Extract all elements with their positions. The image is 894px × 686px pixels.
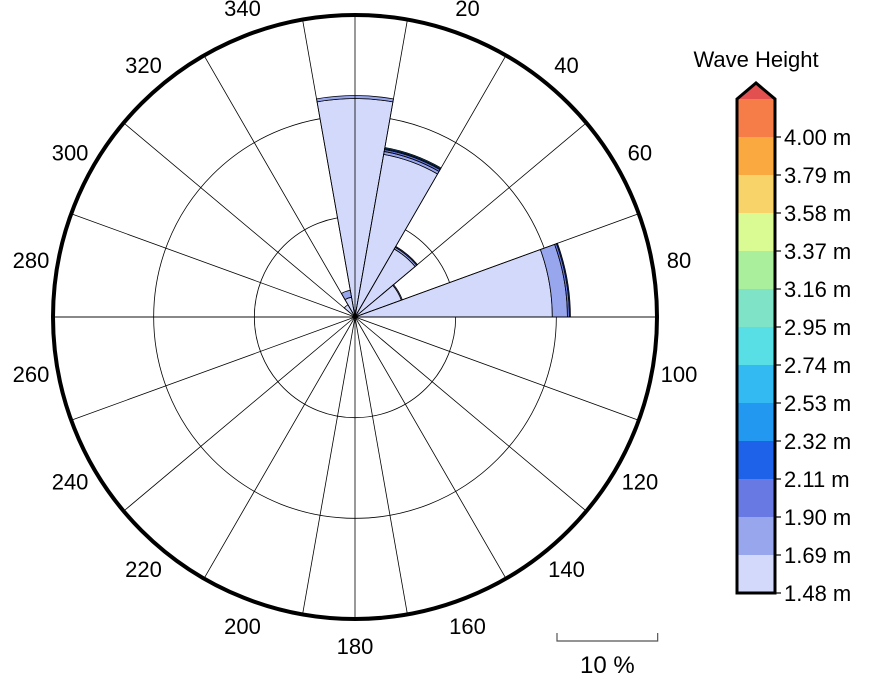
angle-label: 320 xyxy=(125,53,162,78)
sector-spoke xyxy=(354,316,639,421)
colorbar-swatch xyxy=(737,365,775,403)
sector-spoke xyxy=(71,316,356,421)
angle-label: 160 xyxy=(449,614,486,639)
colorbar-swatch xyxy=(737,175,775,213)
colorbar-label: 3.37 m xyxy=(784,239,851,264)
colorbar-swatch xyxy=(737,251,775,289)
colorbar-label: 1.90 m xyxy=(784,505,851,530)
angle-label: 340 xyxy=(224,0,261,21)
colorbar-label: 3.16 m xyxy=(784,277,851,302)
colorbar-label: 1.48 m xyxy=(784,581,851,606)
colorbar-swatch xyxy=(737,517,775,555)
sector-spoke xyxy=(354,316,408,615)
angle-label: 0 xyxy=(349,0,361,1)
colorbar-label: 4.00 m xyxy=(784,125,851,150)
colorbar-label: 2.95 m xyxy=(784,315,851,340)
angle-label: 200 xyxy=(224,614,261,639)
angle-labels: 0 20 40 60 80 100 120 140 160 180 200 220 240 260 280 3… xyxy=(13,0,698,659)
angle-label: 120 xyxy=(622,470,659,495)
colorbar-label: 2.11 m xyxy=(784,467,850,492)
scale-bar-line xyxy=(556,633,659,642)
colorbar-label: 1.69 m xyxy=(784,543,851,568)
angle-label: 20 xyxy=(455,0,479,21)
sector-spoke xyxy=(302,316,356,615)
colorbar-swatch xyxy=(737,327,775,365)
outer-circle xyxy=(51,13,659,621)
angle-label: 40 xyxy=(554,53,578,78)
colorbar-swatch xyxy=(737,403,775,441)
colorbar-title: Wave Height xyxy=(693,47,818,72)
rose-sector-80 xyxy=(354,242,571,318)
colorbar-swatch xyxy=(737,555,775,593)
sector-spoke xyxy=(71,213,356,318)
scale-bar-label: 10 % xyxy=(580,652,635,679)
sector-spoke xyxy=(354,316,507,579)
sector-spoke xyxy=(203,55,356,318)
angle-label: 140 xyxy=(548,557,585,582)
colorbar-outline xyxy=(735,81,777,595)
angle-label: 100 xyxy=(661,362,698,387)
colorbar-swatch xyxy=(737,99,775,137)
angle-label: 240 xyxy=(52,470,89,495)
sector-spoke xyxy=(354,122,587,318)
angle-label: 260 xyxy=(13,362,50,387)
colorbar-label: 2.32 m xyxy=(784,429,851,454)
colorbar: Wave Height 1.48 m 1.69 m 1.90 m 2.11 m 2.32… xyxy=(693,47,851,606)
angle-label: 300 xyxy=(52,141,89,166)
colorbar-label: 3.58 m xyxy=(784,201,851,226)
sector-spoke xyxy=(302,19,356,318)
sector-spoke xyxy=(354,213,639,318)
colorbar-labels: 1.48 m 1.69 m 1.90 m 2.11 m 2.32 m 2.53 m 2.74… xyxy=(775,125,851,606)
colorbar-label: 2.74 m xyxy=(784,353,851,378)
colorbar-swatch xyxy=(737,289,775,327)
angle-label: 220 xyxy=(125,557,162,582)
sector-spoke xyxy=(354,55,507,318)
angle-label: 180 xyxy=(337,634,374,659)
colorbar-swatches xyxy=(735,81,777,595)
colorbar-swatch xyxy=(737,479,775,517)
colorbar-swatch xyxy=(737,441,775,479)
sector-spoke xyxy=(123,316,356,512)
scale-bar: 10 % xyxy=(556,633,659,679)
sector-spokes xyxy=(53,15,657,619)
colorbar-label: 2.53 m xyxy=(784,391,851,416)
colorbar-over-arrow xyxy=(737,83,775,99)
angle-label: 280 xyxy=(13,248,50,273)
colorbar-swatch xyxy=(737,213,775,251)
colorbar-swatch xyxy=(737,137,775,175)
angle-label: 60 xyxy=(628,141,652,166)
sector-spoke xyxy=(203,316,356,579)
colorbar-label: 3.79 m xyxy=(784,163,851,188)
angle-label: 80 xyxy=(667,248,691,273)
sector-spoke xyxy=(354,19,408,318)
sector-spoke xyxy=(354,316,587,512)
sector-spoke xyxy=(123,122,356,318)
